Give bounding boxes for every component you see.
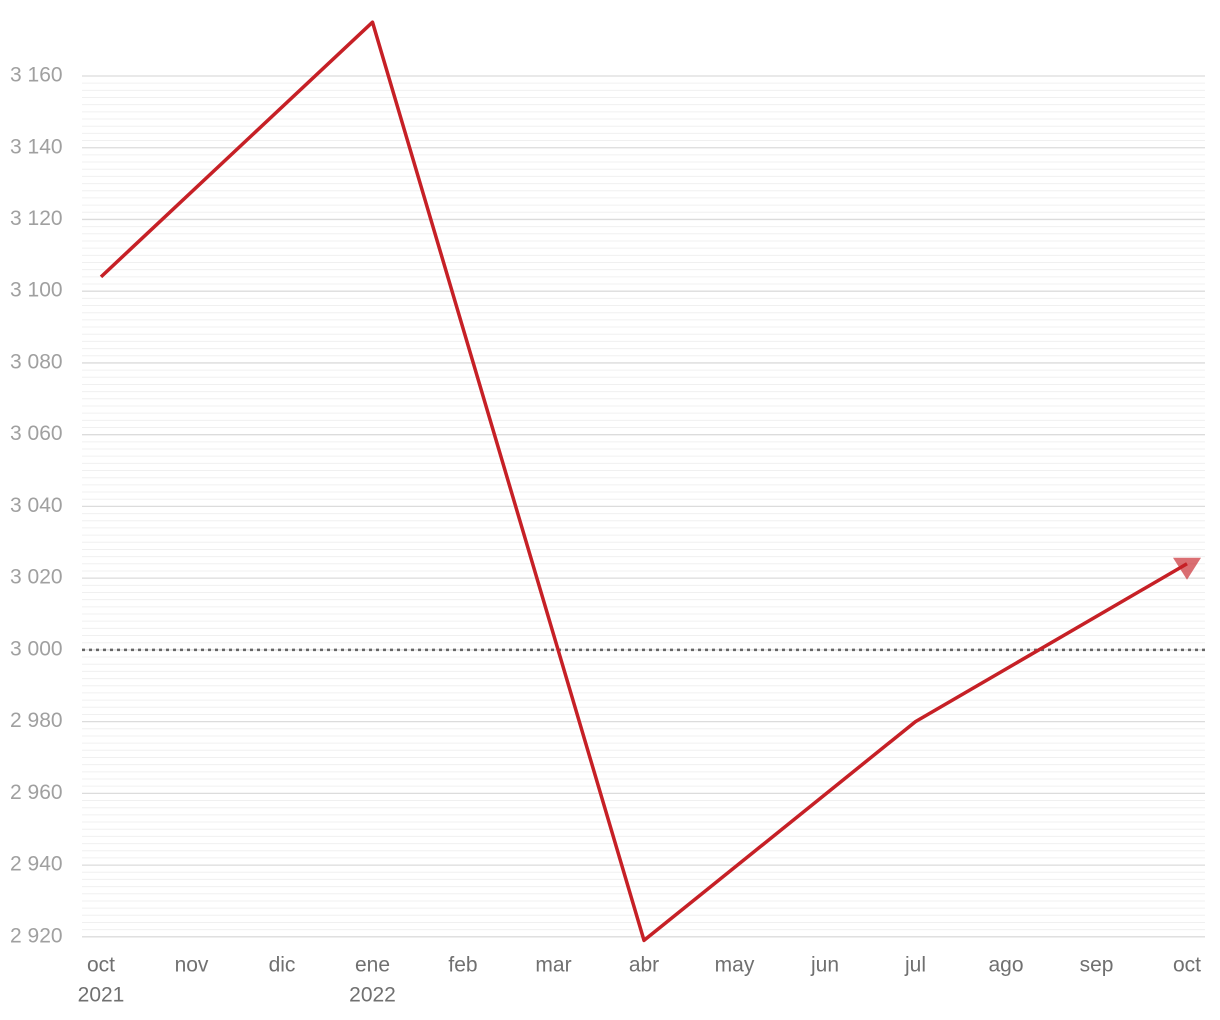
y-tick-label: 2 960 <box>10 781 63 804</box>
y-tick-label: 2 940 <box>10 853 63 876</box>
x-tick-label: nov <box>175 954 209 977</box>
x-tick-label: sep <box>1080 954 1114 977</box>
x-tick-label: dic <box>269 954 296 977</box>
y-tick-label: 2 980 <box>10 709 63 732</box>
x-year-label: 2021 <box>78 984 125 1007</box>
x-tick-label: oct <box>1173 954 1201 977</box>
y-tick-label: 3 120 <box>10 207 63 230</box>
y-tick-label: 3 060 <box>10 422 63 445</box>
x-tick-label: jul <box>904 954 926 977</box>
x-tick-label: oct <box>87 954 115 977</box>
x-tick-label: may <box>715 954 755 977</box>
x-tick-label: ene <box>355 954 390 977</box>
line <box>99 20 1188 943</box>
x-tick-label: mar <box>535 954 571 977</box>
x-tick-label: abr <box>629 954 659 977</box>
x-tick-label: ago <box>988 954 1023 977</box>
x-year-label: 2022 <box>349 984 396 1007</box>
end-marker <box>1173 557 1201 580</box>
x-tick-label: jun <box>810 954 839 977</box>
y-tick-label: 3 020 <box>10 566 63 589</box>
y-tick-label: 3 160 <box>10 64 63 87</box>
y-tick-label: 3 040 <box>10 494 63 517</box>
y-tick-label: 3 000 <box>10 637 63 660</box>
y-tick-label: 2 920 <box>10 924 63 947</box>
y-tick-label: 3 080 <box>10 350 63 373</box>
x-tick-label: feb <box>448 954 477 977</box>
y-tick-label: 3 100 <box>10 279 63 302</box>
y-tick-label: 3 140 <box>10 135 63 158</box>
